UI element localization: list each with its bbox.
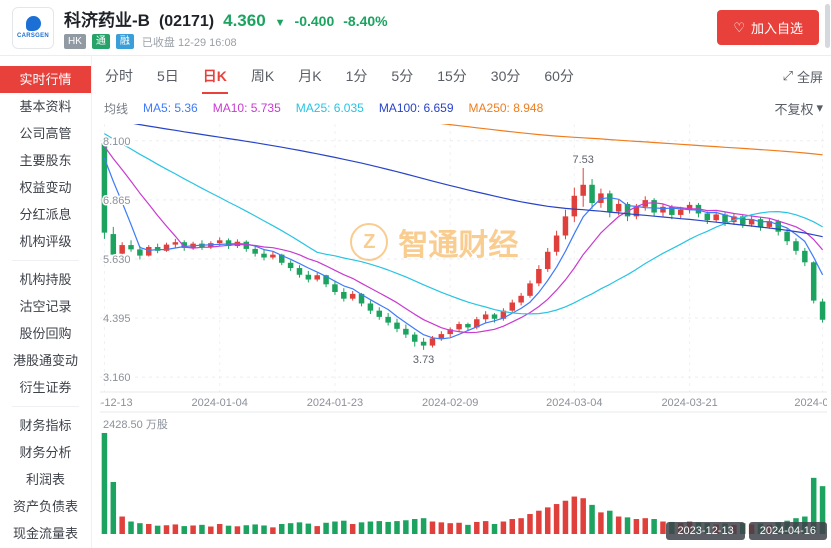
ma-prefix-label: 均线: [104, 101, 129, 116]
tab-5day[interactable]: 5日: [157, 68, 179, 84]
tab-30min[interactable]: 30分: [490, 68, 521, 84]
tab-1min[interactable]: 1分: [345, 68, 368, 84]
market-status: 已收盘 12-29 16:08: [141, 36, 237, 49]
stock-title-block: 科济药业-B (02171) 4.360 ▼ -0.400 -8.40% HK …: [64, 6, 388, 50]
svg-text:2024-02-09: 2024-02-09: [422, 397, 478, 409]
price-change-percent: -8.40%: [343, 12, 388, 29]
adjust-type-label: 不复权: [774, 101, 814, 117]
heart-icon: ♡: [733, 19, 745, 35]
chevron-down-icon: ▾: [816, 100, 823, 115]
sidebar-item-buybacks[interactable]: 股份回购: [19, 326, 72, 341]
tab-intraday[interactable]: 分时: [105, 68, 133, 84]
last-price: 4.360: [223, 10, 266, 30]
sidebar-item-equity-changes[interactable]: 权益变动: [19, 180, 72, 195]
period-tabs: 分时 5日 日K 周K 月K 1分 5分 15分 30分 60分 ⤢ 全屏: [100, 58, 827, 94]
fullscreen-label: 全屏: [796, 69, 823, 85]
visible-range-badges: 2023-12-13 2024-04-16: [666, 522, 827, 540]
svg-text:2024-03-21: 2024-03-21: [661, 397, 717, 409]
svg-text:5.630: 5.630: [103, 254, 131, 266]
adjust-type-dropdown[interactable]: 不复权 ▾: [774, 99, 823, 118]
sidebar-item-derivatives[interactable]: 衍生证券: [19, 380, 72, 395]
stock-connect-badge: 通: [91, 34, 110, 49]
svg-text:2023-12-13: 2023-12-13: [100, 397, 133, 409]
svg-text:3.160: 3.160: [103, 372, 131, 384]
sidebar-item-short-selling[interactable]: 沽空记录: [19, 299, 72, 314]
sidebar-item-balance-sheet[interactable]: 资产负债表: [12, 499, 78, 514]
tab-15min[interactable]: 15分: [437, 68, 467, 84]
sidebar-item-institution-ratings[interactable]: 机构评级: [19, 234, 72, 249]
sidebar-item-connect-flows[interactable]: 港股通变动: [12, 353, 78, 368]
fullscreen-expand-icon: ⤢: [782, 68, 793, 83]
sidebar-item-realtime-quotes[interactable]: 实时行情: [0, 66, 91, 93]
page-scrollbar-thumb[interactable]: [825, 4, 830, 48]
candlestick-chart[interactable]: 8.1006.8655.6304.3953.1602023-12-132024-…: [100, 124, 827, 542]
svg-text:2024-01-23: 2024-01-23: [307, 397, 363, 409]
add-watchlist-button[interactable]: ♡ 加入自选: [717, 10, 819, 45]
sidebar-divider: [12, 260, 79, 261]
svg-text:7.53: 7.53: [572, 154, 593, 166]
svg-text:4.395: 4.395: [103, 313, 131, 325]
price-change-absolute: -0.400: [294, 12, 335, 29]
sidebar-divider: [12, 406, 79, 407]
sidebar-item-dividends[interactable]: 分红派息: [19, 207, 72, 222]
ma-legend: 均线 MA5: 5.36 MA10: 5.735 MA25: 6.035 MA1…: [100, 94, 827, 122]
range-start-badge[interactable]: 2023-12-13: [666, 522, 745, 540]
sidebar-item-income-statement[interactable]: 利润表: [25, 472, 65, 487]
svg-text:8.100: 8.100: [103, 136, 131, 148]
company-logo: CARSGEN: [12, 6, 54, 49]
ma5-legend: MA5: 5.36: [143, 101, 198, 115]
sidebar-nav: 实时行情 基本资料 公司高管 主要股东 权益变动 分红派息 机构评级 机构持股 …: [0, 56, 92, 548]
header: CARSGEN 科济药业-B (02171) 4.360 ▼ -0.400 -8…: [0, 0, 831, 56]
svg-text:2024-01-04: 2024-01-04: [192, 397, 248, 409]
chart-panel: 分时 5日 日K 周K 月K 1分 5分 15分 30分 60分 ⤢ 全屏 均线…: [92, 56, 831, 548]
stock-code: (02171): [158, 12, 215, 30]
tab-daily-k[interactable]: 日K: [201, 58, 229, 94]
add-watchlist-label: 加入自选: [750, 21, 803, 36]
tab-60min[interactable]: 60分: [544, 68, 574, 84]
price-down-arrow-icon: ▼: [274, 16, 286, 29]
sidebar-item-institution-holdings[interactable]: 机构持股: [19, 272, 72, 287]
ma25-legend: MA25: 6.035: [295, 101, 364, 115]
svg-text:2024-04-16: 2024-04-16: [794, 397, 827, 409]
volume-scale-label: 2428.50 万股: [103, 419, 168, 431]
tab-5min[interactable]: 5分: [391, 68, 414, 84]
sidebar-item-basic-info[interactable]: 基本资料: [19, 99, 72, 114]
fullscreen-button[interactable]: ⤢ 全屏: [783, 67, 823, 86]
sidebar-item-financial-indicators[interactable]: 财务指标: [19, 418, 72, 433]
svg-text:2024-03-04: 2024-03-04: [546, 397, 602, 409]
logo-text: CARSGEN: [16, 33, 50, 39]
sidebar-item-cash-flow[interactable]: 现金流量表: [12, 526, 78, 541]
stock-name: 科济药业-B: [64, 10, 150, 30]
tab-monthly-k[interactable]: 月K: [298, 68, 322, 84]
range-end-badge[interactable]: 2024-04-16: [748, 522, 827, 540]
svg-text:6.865: 6.865: [103, 195, 131, 207]
tab-weekly-k[interactable]: 周K: [250, 68, 275, 84]
ma100-legend: MA100: 6.659: [378, 101, 454, 115]
sidebar-item-financial-analysis[interactable]: 财务分析: [19, 445, 72, 460]
svg-text:3.73: 3.73: [413, 354, 434, 366]
market-badge-hk: HK: [64, 34, 86, 49]
ma10-legend: MA10: 5.735: [212, 101, 281, 115]
sidebar-item-major-shareholders[interactable]: 主要股东: [19, 153, 72, 168]
carsgen-logo-icon: [25, 16, 41, 31]
margin-badge: 融: [115, 34, 134, 49]
chart-area: 8.1006.8655.6304.3953.1602023-12-132024-…: [100, 124, 827, 542]
sidebar-item-executives[interactable]: 公司高管: [19, 126, 72, 141]
ma250-legend: MA250: 8.948: [468, 101, 544, 115]
